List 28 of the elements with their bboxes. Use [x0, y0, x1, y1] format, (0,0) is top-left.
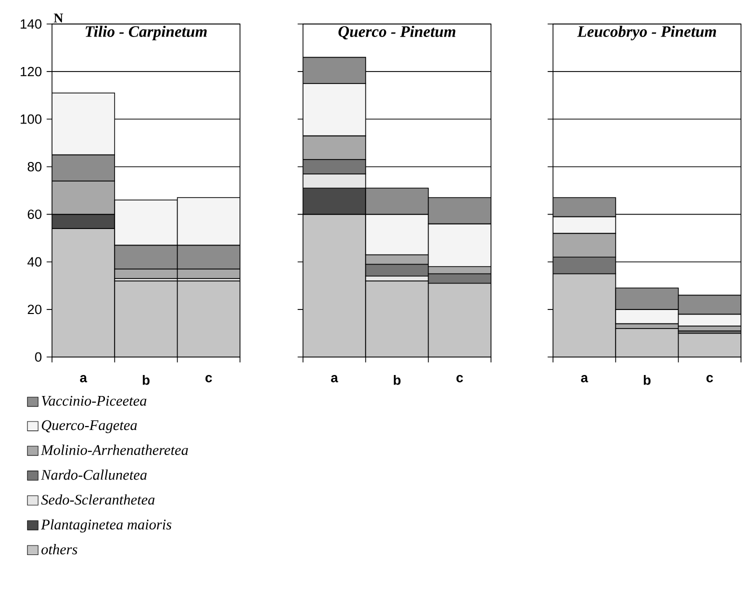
legend-label: Querco-Fagetea: [42, 420, 137, 434]
x-tick-label: c: [706, 375, 713, 382]
y-tick-label: 0: [35, 352, 42, 362]
x-tick-label: c: [456, 375, 463, 382]
x-tick-label: a: [331, 375, 338, 382]
y-tick-label: 80: [28, 162, 42, 172]
y-tick-label: 140: [20, 19, 42, 29]
legend-label: Sedo-Scleranthetea: [41, 494, 155, 505]
x-tick-label: b: [394, 375, 401, 385]
x-tick-label: a: [581, 375, 588, 382]
chart-title: Leucobryo - Pinetum: [577, 26, 716, 40]
chart-title: Tilio - Carpinetum: [86, 26, 207, 40]
legend-label: others: [41, 544, 78, 554]
x-tick-label: c: [205, 375, 212, 382]
y-tick-label: 60: [28, 210, 42, 220]
y-tick-label: 100: [20, 114, 42, 124]
y-tick-label: 20: [28, 304, 42, 314]
x-tick-label: a: [80, 375, 88, 382]
chart-title: Querco - Pinetum: [338, 26, 456, 40]
y-tick-label: 40: [27, 257, 42, 267]
legend-label: Molinio-Arrhenatheretea: [40, 444, 188, 455]
legend-label: Nardo-Callunetea: [40, 470, 147, 480]
x-tick-label: b: [142, 375, 150, 385]
y-tick-label: 120: [20, 66, 42, 76]
legend-label: Vaccinio-Piceetea: [42, 396, 146, 406]
legend-label: Plantaginetea maioris: [40, 519, 172, 532]
y-axis-title: N: [54, 14, 64, 22]
x-tick-label: b: [644, 375, 651, 385]
